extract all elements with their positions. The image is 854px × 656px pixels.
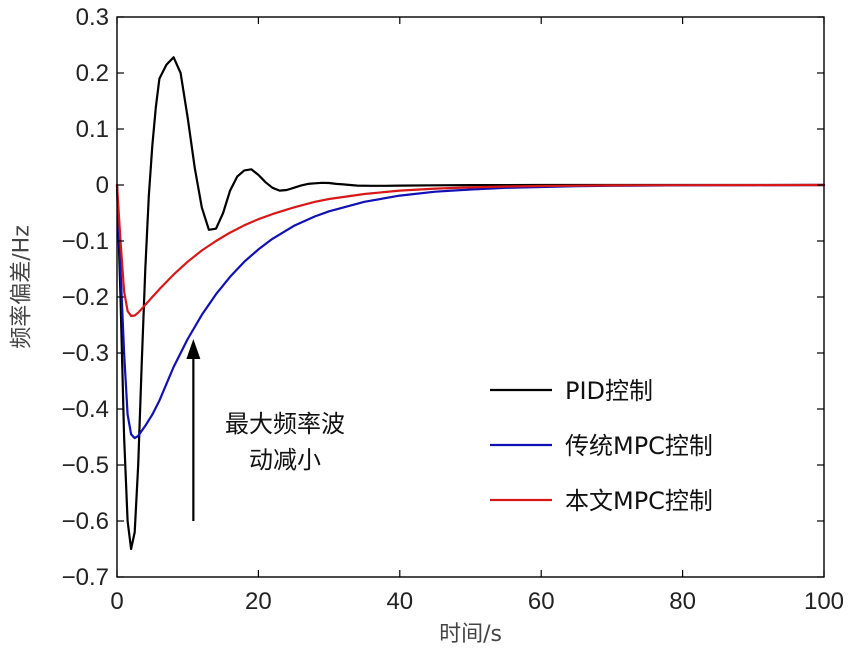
- series-layer: [115, 56, 826, 551]
- tick-layer: 0 20 40 60 80 100 0.3 0.2 0.1 0 −0.1 −0.2 −0.3 −0.4 −0…: [62, 4, 844, 615]
- y-tick-label: −0.7: [62, 564, 109, 591]
- x-tick-label: 20: [245, 588, 272, 615]
- y-tick-label: −0.6: [62, 508, 109, 535]
- y-tick-label: 0.3: [76, 4, 109, 31]
- y-axis-label: 频率偏差/Hz: [10, 225, 35, 349]
- x-tick-label: 60: [528, 588, 555, 615]
- annotation-text-line-2: 动减小: [249, 446, 321, 474]
- y-tick-label: 0: [96, 172, 109, 199]
- y-tick-label: 0.1: [76, 116, 109, 143]
- y-tick-label: −0.5: [62, 452, 109, 479]
- legend-label-1: PID控制: [565, 377, 653, 405]
- x-tick-label: 80: [669, 588, 696, 615]
- legend-label-3: 本文MPC控制: [565, 487, 713, 515]
- x-tick-label: 40: [386, 588, 413, 615]
- y-tick-label: −0.4: [62, 396, 109, 423]
- y-tick-label: −0.1: [62, 228, 109, 255]
- series-line-1: [115, 56, 826, 551]
- annotation-text-line-1: 最大频率波: [225, 410, 345, 438]
- y-tick-label: 0.2: [76, 60, 109, 87]
- y-tick-label: −0.2: [62, 284, 109, 311]
- y-tick-label: −0.3: [62, 340, 109, 367]
- annotation-arrow-head: [186, 339, 201, 359]
- x-axis-label: 时间/s: [439, 622, 502, 647]
- x-tick-label: 100: [804, 588, 844, 615]
- x-tick-label: 0: [110, 588, 123, 615]
- legend-label-2: 传统MPC控制: [565, 432, 713, 460]
- series-line-3: [115, 183, 826, 318]
